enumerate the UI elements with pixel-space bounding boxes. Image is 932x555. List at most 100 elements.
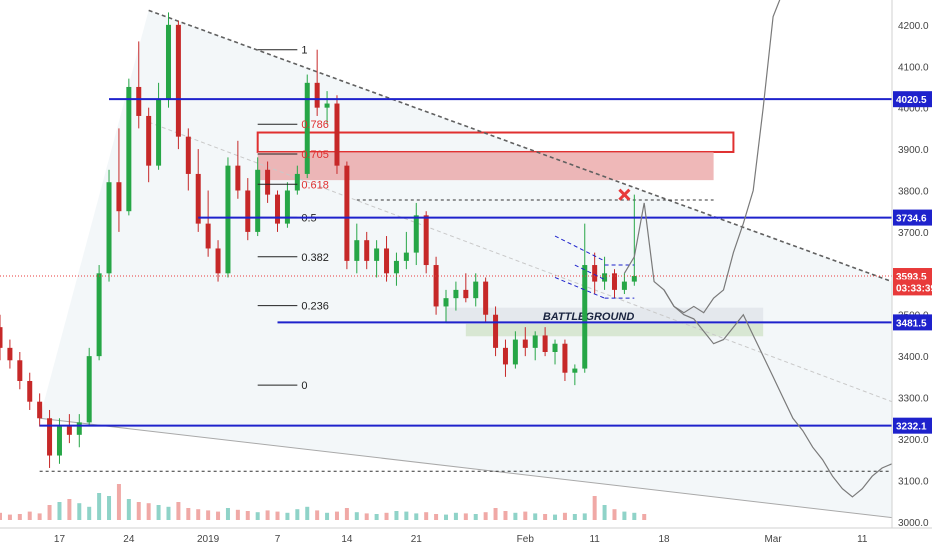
candle-body (542, 335, 548, 352)
candle (621, 273, 627, 295)
volume-bar (553, 514, 558, 520)
zone-label: BATTLEGROUND (543, 311, 635, 323)
candle-body (156, 99, 162, 166)
candle (146, 107, 152, 183)
channel-fill (39, 10, 892, 518)
candle (185, 128, 191, 191)
volume-bar (434, 514, 439, 520)
candle-body (364, 240, 370, 261)
volume-bar (255, 512, 260, 520)
volume-bar (364, 513, 369, 520)
candle-body (592, 265, 598, 282)
candle (522, 327, 528, 357)
channel-line (148, 9, 893, 283)
candle-body (532, 335, 538, 348)
volume-bar (344, 508, 349, 520)
volume-bar (305, 506, 310, 520)
volume-bar (543, 514, 548, 520)
candle (473, 273, 479, 307)
candle (27, 372, 33, 410)
volume-bar (572, 514, 577, 520)
fib-label: 0.618 (301, 179, 329, 191)
candle (631, 194, 637, 286)
candle-body (165, 24, 171, 100)
volume-bar (7, 514, 12, 520)
volume-bar (166, 506, 171, 520)
candle-body (294, 173, 300, 191)
candle-body (76, 422, 82, 435)
volume-bar (513, 512, 518, 520)
candle (17, 352, 23, 390)
candle-body (483, 281, 489, 315)
candle (582, 223, 588, 373)
price-label-box (893, 91, 932, 108)
volume-bar (57, 502, 62, 520)
time-tick-label: 11 (589, 534, 600, 545)
candle-body (47, 418, 53, 456)
volume-bar (285, 512, 290, 520)
bullish-projection-path (663, 0, 781, 314)
price-tick-label: 3300.0 (898, 394, 929, 405)
candle (552, 339, 558, 365)
price-tick-label: 3900.0 (898, 145, 929, 156)
candle (106, 169, 112, 282)
price-label-text: 03:33:39 (896, 283, 932, 294)
price-tick-label: 3800.0 (898, 186, 929, 197)
candle (175, 20, 181, 150)
candle (245, 178, 251, 241)
candle-body (403, 252, 409, 261)
candle (443, 289, 449, 324)
zone-3 (465, 323, 764, 337)
volume-bar (404, 511, 409, 520)
candle (304, 74, 310, 179)
candle (463, 273, 469, 303)
volume-bar (523, 511, 528, 520)
candle (354, 223, 360, 274)
flag-line (574, 264, 605, 280)
volume-bar (126, 499, 131, 520)
volume-bar (325, 512, 330, 520)
volume-bar (156, 505, 161, 520)
volume-bar (473, 514, 478, 520)
candle (344, 161, 350, 270)
candle (602, 256, 608, 290)
candle (265, 161, 271, 203)
volume-bar (602, 505, 607, 520)
candle-body (443, 298, 449, 307)
volume-bar (493, 508, 498, 520)
candle-body (493, 314, 499, 348)
volume-bar (374, 514, 379, 520)
price-tick-label: 3000.0 (898, 518, 929, 529)
candle-body (275, 194, 281, 224)
candle-body (552, 343, 558, 352)
volume-bar (265, 510, 270, 520)
volume-bar (116, 484, 121, 520)
volume-bar (27, 511, 32, 520)
candle-body (96, 273, 102, 357)
channel-line (148, 121, 893, 403)
candle-body (473, 281, 479, 299)
candle (116, 128, 122, 232)
candle (562, 339, 568, 381)
volume-bar (225, 508, 230, 520)
volume-bar (216, 511, 221, 520)
price-tick-label: 3700.0 (898, 228, 929, 239)
candle-body (344, 165, 350, 261)
fib-label: 0.786 (301, 119, 329, 131)
candle (235, 140, 241, 199)
volume-bar (414, 513, 419, 520)
candle-body (66, 426, 72, 435)
volume-bar (295, 509, 300, 520)
volume-bar (275, 511, 280, 520)
x-marker-icon (618, 188, 631, 201)
candle (205, 190, 211, 257)
volume-bar (87, 506, 92, 520)
volume-bar (632, 512, 637, 520)
time-tick-label: Feb (517, 534, 535, 545)
candle (384, 236, 390, 282)
volume-bar (354, 512, 359, 520)
candle (542, 327, 548, 357)
volume-bar (67, 499, 72, 520)
fib-label: 0.382 (301, 252, 329, 264)
